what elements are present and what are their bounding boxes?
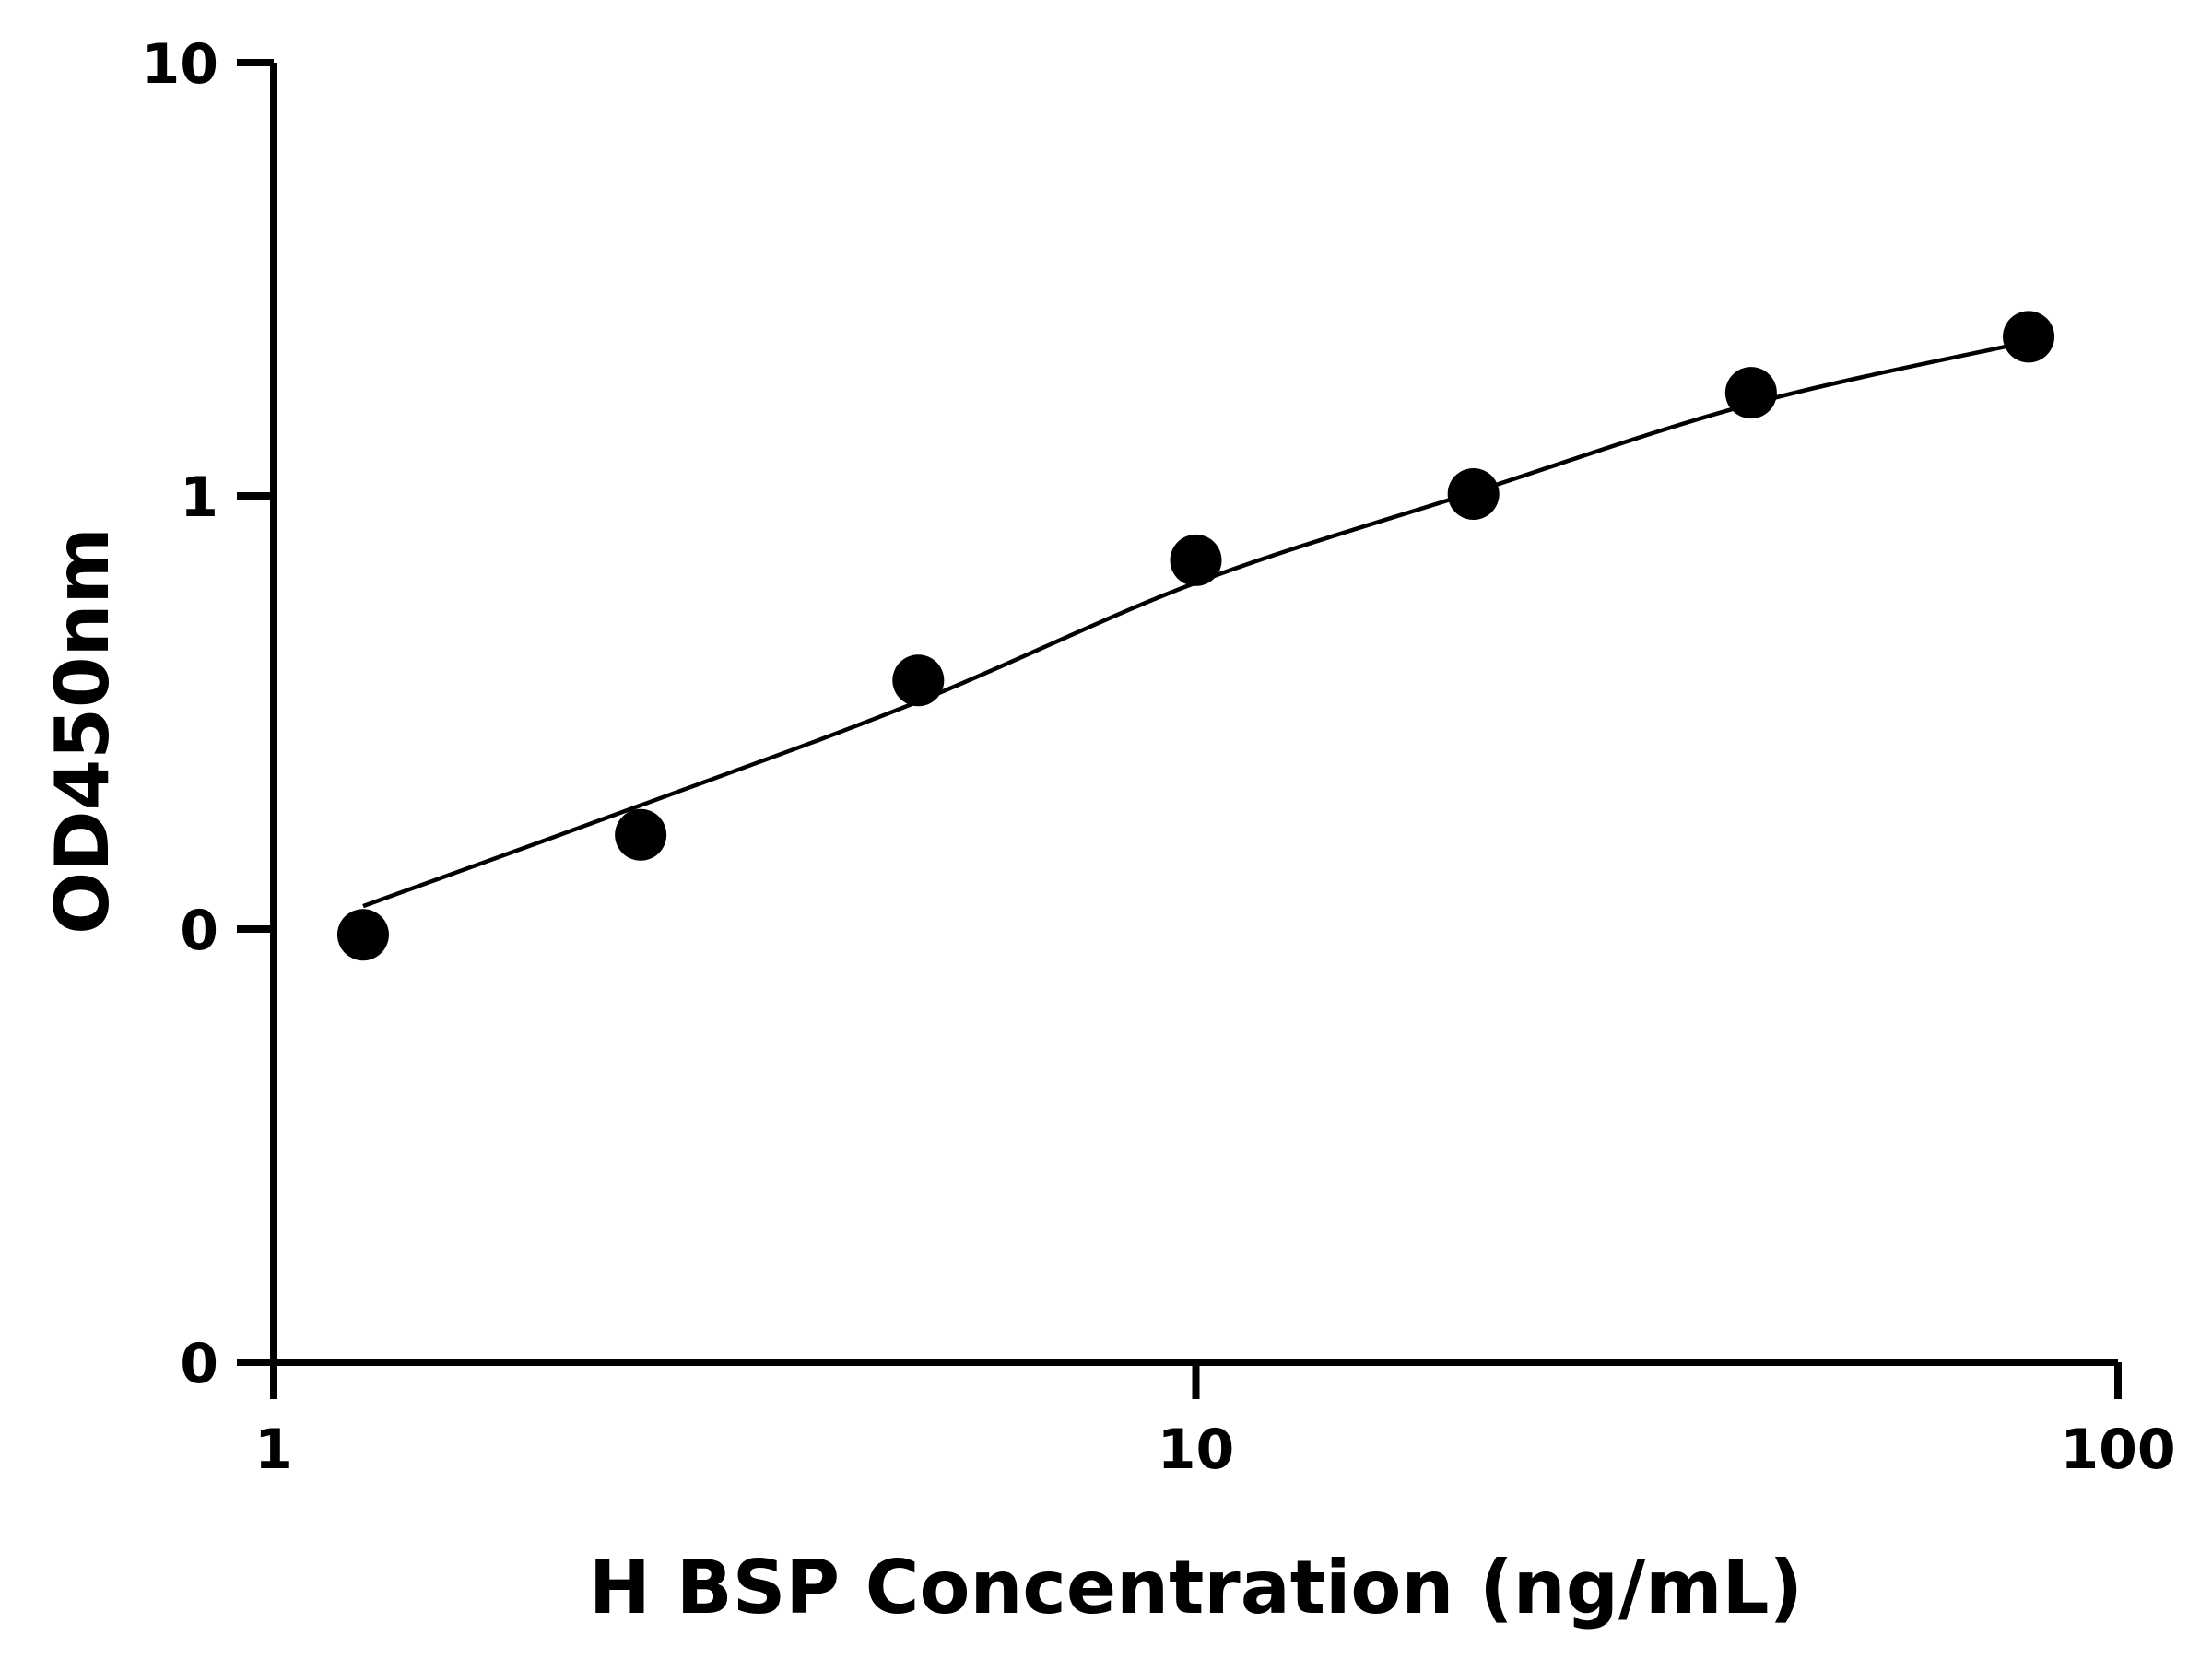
x-tick-label: 1: [254, 1418, 293, 1482]
y-tick-label: 0: [180, 1332, 218, 1396]
x-tick-label: 10: [1158, 1418, 1235, 1482]
data-point: [892, 654, 945, 707]
data-point: [1447, 467, 1500, 520]
axes: [270, 63, 2118, 1366]
y-tick-label: 0: [180, 899, 218, 963]
data-point: [336, 909, 389, 961]
x-axis-title: H BSP Concentration (ng/mL): [589, 1545, 1803, 1630]
y-tick-label: 10: [142, 32, 219, 97]
y-axis-ticks: 0 0 1 10: [142, 32, 274, 1396]
data-point: [1724, 367, 1777, 419]
y-axis-title: OD450nm: [40, 527, 125, 935]
data-point: [615, 808, 667, 861]
data-point: [1170, 534, 1222, 586]
plot-area: [336, 311, 2055, 961]
data-point: [2003, 311, 2055, 363]
fit-curve-line: [362, 339, 2030, 909]
x-tick-label: 100: [2060, 1418, 2175, 1482]
y-tick-label: 1: [180, 465, 218, 530]
x-axis-ticks: 1 10 100: [254, 1362, 2176, 1482]
